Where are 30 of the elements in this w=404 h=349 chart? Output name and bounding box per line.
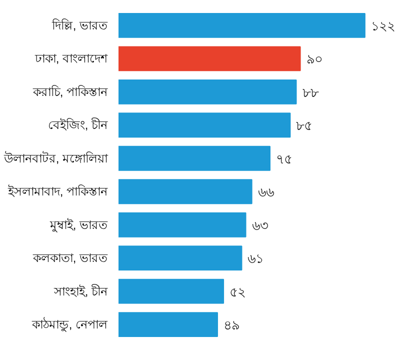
y-tick-label: সাংহাই, চীন bbox=[52, 284, 108, 298]
bar bbox=[118, 212, 246, 238]
y-tick-label: করাচি, পাকিস্তান bbox=[32, 84, 108, 99]
y-tick-label: দিল্লি, ভারত bbox=[50, 18, 108, 32]
data-label: ৯০ bbox=[306, 52, 322, 67]
bar bbox=[118, 146, 270, 171]
y-tick-label: বেইজিং, চীন bbox=[48, 118, 108, 132]
data-label: ৪৯ bbox=[223, 318, 240, 333]
bar bbox=[118, 278, 224, 304]
y-tick-label: ঢাকা, বাংলাদেশ bbox=[34, 52, 108, 66]
bar bbox=[118, 179, 252, 204]
bar bbox=[118, 12, 366, 38]
data-label: ৭৫ bbox=[276, 151, 292, 166]
y-tick-label: উলানবাটর, মঙ্গোলিয়া bbox=[2, 151, 108, 166]
data-label: ৮৮ bbox=[302, 84, 320, 100]
data-label: ৬৬ bbox=[258, 184, 275, 200]
y-tick-label: মুম্বাই, ভারত bbox=[48, 218, 108, 233]
bar bbox=[118, 246, 242, 271]
bar bbox=[118, 46, 301, 72]
data-label: ৬১ bbox=[248, 251, 264, 266]
data-label: ৫২ bbox=[230, 284, 246, 300]
bar bbox=[118, 112, 291, 138]
y-tick-label: ইসলামাবাদ, পাকিস্তান bbox=[6, 184, 108, 199]
bar bbox=[118, 79, 297, 104]
y-tick-label: কাঠমান্ডু, নেপাল bbox=[30, 318, 108, 333]
data-label: ১২২ bbox=[370, 18, 395, 34]
y-tick-label: কলকাতা, ভারত bbox=[32, 251, 108, 266]
data-label: ৬৩ bbox=[252, 218, 268, 233]
data-label: ৮৫ bbox=[296, 118, 312, 134]
bar bbox=[118, 312, 218, 338]
